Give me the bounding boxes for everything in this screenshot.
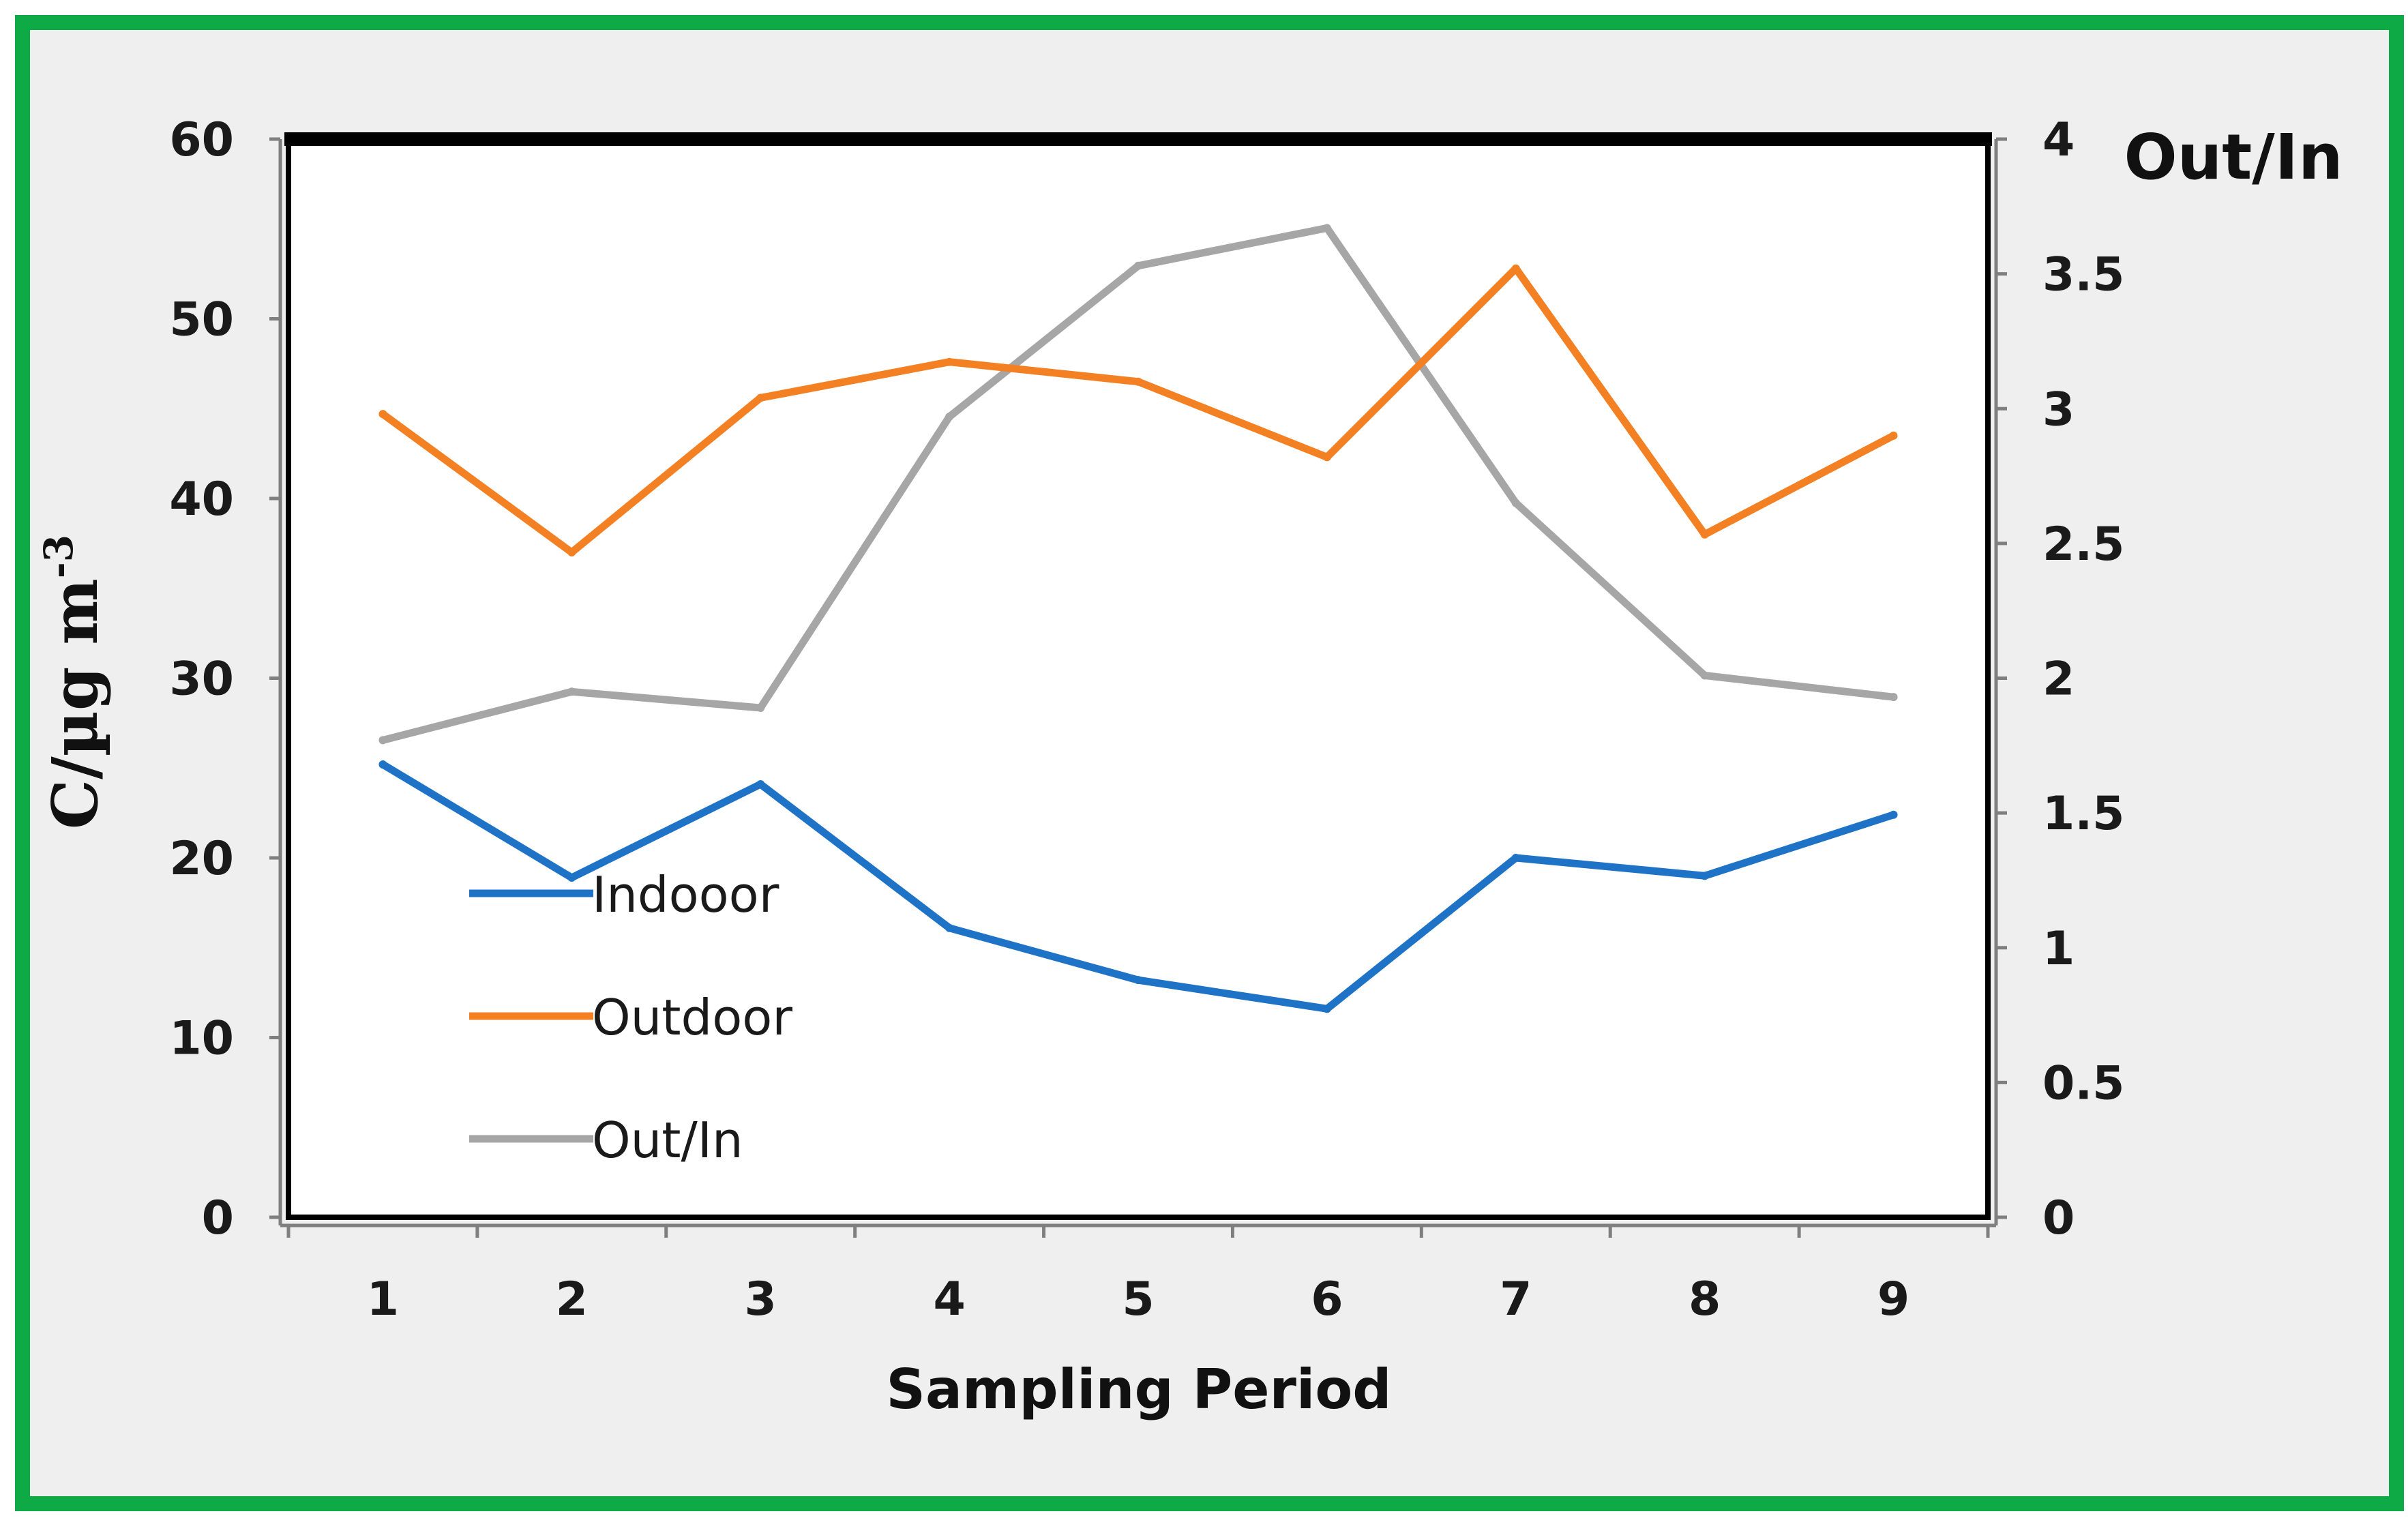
data-point-out-in	[1511, 498, 1520, 507]
data-point-indooor	[1889, 810, 1898, 819]
data-point-outdoor	[378, 410, 387, 419]
x-tick-label: 1	[367, 1273, 399, 1326]
data-point-indooor	[567, 873, 576, 882]
data-point-outdoor	[1322, 453, 1331, 462]
data-point-indooor	[945, 923, 954, 932]
data-point-outdoor	[1511, 264, 1520, 273]
y-tick-label: 10	[169, 1012, 234, 1066]
y-tick-label: 40	[169, 473, 234, 526]
data-point-out-in	[1134, 261, 1142, 270]
y2-tick-label: 2.5	[2042, 518, 2124, 571]
axes-layer: 0 10 20 30 40 50 60 0 0.5 1 1.5 2 2.5 3 3.5 4 1 2 3 4 5 6 7 8 9	[169, 113, 2124, 1326]
x-tick-label: 6	[1311, 1273, 1343, 1326]
y-tick-label: 0	[202, 1191, 234, 1245]
x-tick-label: 3	[745, 1273, 777, 1326]
series-layer	[378, 224, 1898, 1013]
y2-axis-title: Out/In	[2124, 121, 2343, 194]
legend-label: Out/In	[592, 1112, 743, 1169]
data-point-indooor	[1700, 872, 1709, 880]
data-point-out-in	[1700, 671, 1709, 680]
data-point-outdoor	[1700, 530, 1709, 539]
y-tick-label: 20	[169, 832, 234, 886]
legend: Indooor Outdoor Out/In	[469, 866, 792, 1169]
data-point-indooor	[1322, 1004, 1331, 1013]
x-tick-label: 8	[1689, 1273, 1721, 1326]
y2-tick-label: 0	[2042, 1191, 2075, 1245]
data-point-outdoor	[1889, 431, 1898, 440]
data-point-indooor	[756, 779, 765, 788]
x-tick-label: 5	[1122, 1273, 1154, 1326]
y2-tick-label: 3.5	[2042, 248, 2124, 302]
legend-label: Indooor	[592, 866, 779, 923]
x-tick-label: 7	[1500, 1273, 1532, 1326]
x-tick-label: 4	[933, 1273, 965, 1326]
data-point-out-in	[567, 687, 576, 696]
y2-tick-label: 0.5	[2042, 1056, 2124, 1110]
y2-tick-label: 4	[2042, 113, 2075, 167]
data-point-out-in	[378, 736, 387, 745]
data-point-outdoor	[945, 357, 954, 366]
data-point-out-in	[1889, 693, 1898, 702]
legend-label: Outdoor	[592, 989, 792, 1046]
y-tick-label: 30	[169, 653, 234, 706]
data-point-outdoor	[756, 393, 765, 402]
y2-tick-label: 1.5	[2042, 787, 2124, 841]
x-tick-label: 2	[556, 1273, 588, 1326]
y-axis-title: C/µg m-3	[35, 535, 112, 829]
y2-tick-label: 1	[2042, 922, 2075, 976]
y-axis-title-superscript: -3	[35, 535, 82, 578]
data-point-out-in	[945, 413, 954, 421]
data-point-indooor	[1134, 976, 1142, 985]
y2-tick-label: 3	[2042, 383, 2075, 436]
x-tick-label: 9	[1877, 1273, 1909, 1326]
data-point-indooor	[1511, 854, 1520, 862]
y-tick-label: 50	[169, 293, 234, 347]
y2-tick-label: 2	[2042, 653, 2075, 706]
data-point-outdoor	[567, 548, 576, 557]
x-axis-title: Sampling Period	[886, 1358, 1391, 1421]
data-point-outdoor	[1134, 377, 1142, 386]
y-tick-label: 60	[169, 113, 234, 167]
data-point-out-in	[756, 703, 765, 712]
data-point-out-in	[1322, 224, 1331, 233]
data-point-indooor	[378, 760, 387, 769]
